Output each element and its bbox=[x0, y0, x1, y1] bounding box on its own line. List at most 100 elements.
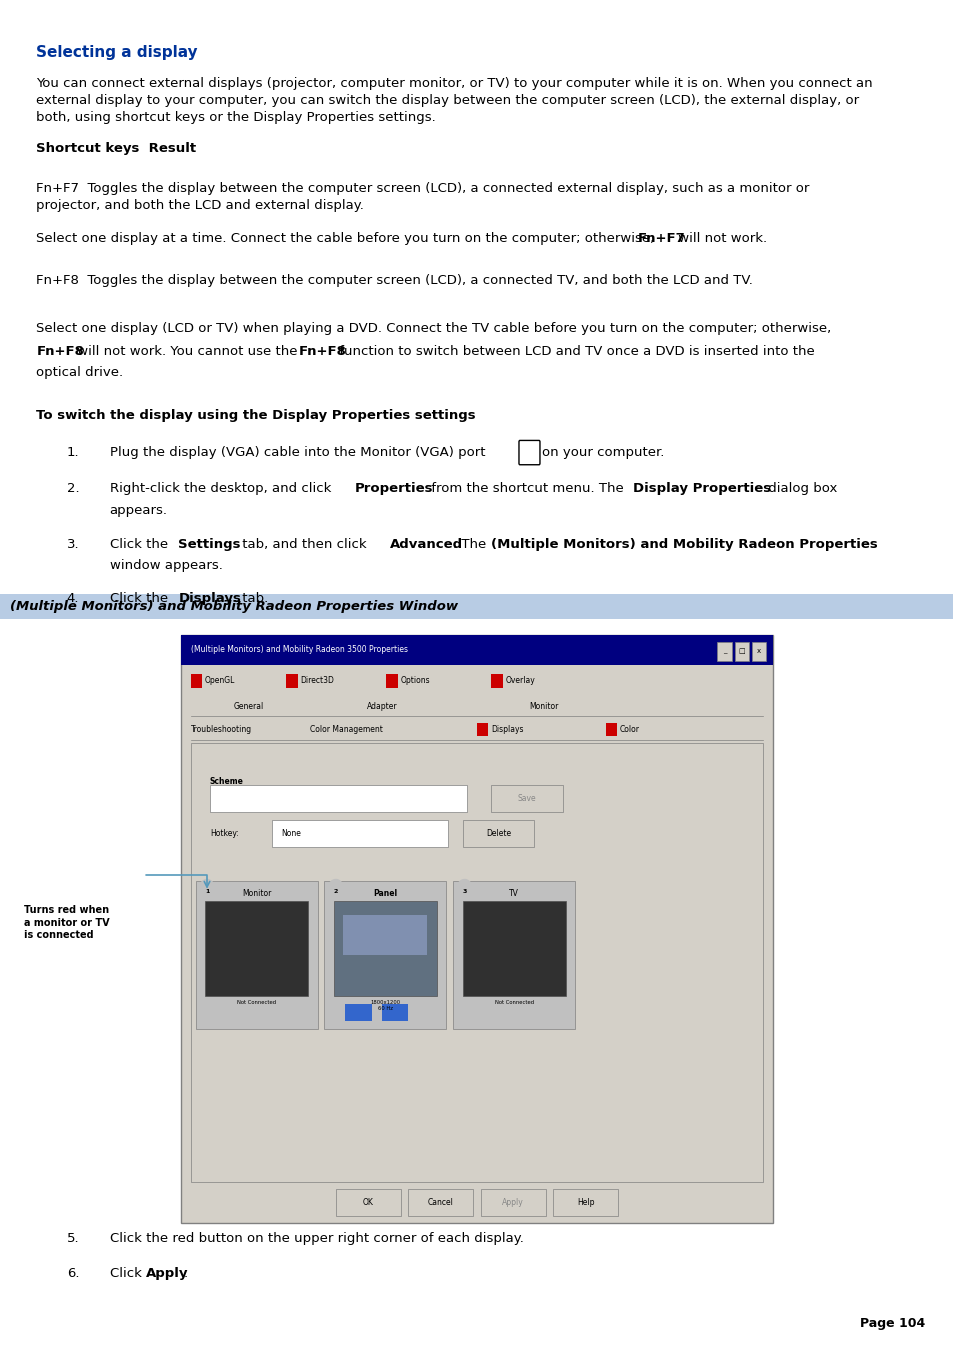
Bar bbox=[734, 642, 748, 661]
Bar bbox=[272, 820, 448, 847]
Text: Color Management: Color Management bbox=[310, 725, 382, 734]
Text: Help: Help bbox=[577, 1198, 594, 1206]
Text: Shortcut keys  Result: Shortcut keys Result bbox=[36, 142, 196, 155]
Text: Right-click the desktop, and click: Right-click the desktop, and click bbox=[110, 482, 335, 496]
Bar bbox=[751, 642, 765, 661]
Text: will not work. You cannot use the: will not work. You cannot use the bbox=[72, 345, 301, 358]
Bar bbox=[286, 674, 297, 688]
Text: Scheme: Scheme bbox=[210, 777, 244, 786]
Text: Not Connected: Not Connected bbox=[236, 1000, 276, 1005]
Text: 1: 1 bbox=[205, 889, 209, 894]
Text: x: x bbox=[756, 648, 760, 654]
Text: 5.: 5. bbox=[67, 1232, 79, 1246]
Text: Display Properties: Display Properties bbox=[632, 482, 770, 496]
Text: Delete: Delete bbox=[485, 830, 511, 838]
Bar bbox=[605, 723, 617, 736]
Text: OpenGL: OpenGL bbox=[205, 677, 235, 685]
Text: 6.: 6. bbox=[67, 1267, 79, 1281]
Text: 3.: 3. bbox=[67, 538, 79, 551]
Bar bbox=[717, 642, 731, 661]
Text: Fn+F7: Fn+F7 bbox=[637, 232, 684, 246]
Text: None: None bbox=[281, 830, 301, 838]
Text: Apply: Apply bbox=[146, 1267, 189, 1281]
Text: 3: 3 bbox=[462, 889, 466, 894]
Text: 2: 2 bbox=[334, 889, 337, 894]
Text: General: General bbox=[233, 703, 264, 711]
Text: Monitor: Monitor bbox=[242, 889, 271, 898]
Text: _: _ bbox=[722, 648, 725, 654]
Text: Hotkey:: Hotkey: bbox=[210, 830, 238, 838]
Bar bbox=[195, 881, 317, 1029]
Text: Advanced: Advanced bbox=[390, 538, 463, 551]
Text: Options: Options bbox=[400, 677, 430, 685]
Text: Fn+F7  Toggles the display between the computer screen (LCD), a connected extern: Fn+F7 Toggles the display between the co… bbox=[36, 182, 809, 212]
Text: Displays: Displays bbox=[491, 725, 523, 734]
Bar bbox=[476, 723, 488, 736]
Circle shape bbox=[327, 880, 344, 904]
Bar bbox=[553, 1189, 618, 1216]
Text: Selecting a display: Selecting a display bbox=[36, 45, 197, 59]
Text: Page 104: Page 104 bbox=[860, 1317, 924, 1331]
Bar bbox=[480, 1189, 545, 1216]
Bar bbox=[453, 881, 575, 1029]
Text: function to switch between LCD and TV once a DVD is inserted into the: function to switch between LCD and TV on… bbox=[335, 345, 814, 358]
Text: (Multiple Monitors) and Mobility Radeon Properties: (Multiple Monitors) and Mobility Radeon … bbox=[491, 538, 877, 551]
Text: You can connect external displays (projector, computer monitor, or TV) to your c: You can connect external displays (proje… bbox=[36, 77, 872, 124]
Text: Troubleshooting: Troubleshooting bbox=[191, 725, 252, 734]
Text: dialog box: dialog box bbox=[763, 482, 837, 496]
Text: tab, and then click: tab, and then click bbox=[237, 538, 370, 551]
Text: on your computer.: on your computer. bbox=[541, 446, 663, 459]
Text: 1.: 1. bbox=[67, 446, 79, 459]
Text: Overlay: Overlay bbox=[505, 677, 535, 685]
Text: 2.: 2. bbox=[67, 482, 79, 496]
Text: Turns red when
a monitor or TV
is connected: Turns red when a monitor or TV is connec… bbox=[24, 905, 110, 940]
Text: Panel: Panel bbox=[373, 889, 397, 898]
Text: Select one display (LCD or TV) when playing a DVD. Connect the TV cable before y: Select one display (LCD or TV) when play… bbox=[36, 322, 831, 335]
Text: Click: Click bbox=[110, 1267, 146, 1281]
Text: Click the: Click the bbox=[110, 538, 172, 551]
Text: .: . bbox=[184, 1267, 188, 1281]
Bar bbox=[205, 901, 308, 996]
Bar bbox=[343, 915, 427, 955]
Text: Fn+F8: Fn+F8 bbox=[36, 345, 84, 358]
FancyBboxPatch shape bbox=[518, 440, 539, 465]
Text: Click the red button on the upper right corner of each display.: Click the red button on the upper right … bbox=[110, 1232, 523, 1246]
Text: Fn+F8: Fn+F8 bbox=[298, 345, 346, 358]
Text: optical drive.: optical drive. bbox=[36, 366, 123, 380]
Text: appears.: appears. bbox=[110, 504, 168, 517]
Bar bbox=[345, 1004, 372, 1021]
Text: Plug the display (VGA) cable into the Monitor (VGA) port: Plug the display (VGA) cable into the Mo… bbox=[110, 446, 489, 459]
Text: OK: OK bbox=[362, 1198, 374, 1206]
Bar bbox=[491, 785, 562, 812]
Text: Not Connected: Not Connected bbox=[494, 1000, 534, 1005]
Bar bbox=[334, 901, 436, 996]
Bar bbox=[181, 635, 772, 1223]
Text: TV: TV bbox=[509, 889, 518, 898]
Text: To switch the display using the Display Properties settings: To switch the display using the Display … bbox=[36, 409, 476, 423]
Text: Monitor: Monitor bbox=[529, 703, 558, 711]
Text: Settings: Settings bbox=[178, 538, 241, 551]
Text: . The: . The bbox=[453, 538, 490, 551]
Text: window appears.: window appears. bbox=[110, 559, 222, 573]
Bar bbox=[0, 594, 953, 619]
Text: Color: Color bbox=[619, 725, 639, 734]
Text: Displays: Displays bbox=[178, 592, 241, 605]
Bar bbox=[191, 743, 762, 1182]
Circle shape bbox=[456, 880, 473, 904]
Text: 4.: 4. bbox=[67, 592, 79, 605]
Bar bbox=[191, 674, 202, 688]
Bar bbox=[386, 674, 397, 688]
Text: Properties: Properties bbox=[355, 482, 433, 496]
Text: (Multiple Monitors) and Mobility Radeon 3500 Properties: (Multiple Monitors) and Mobility Radeon … bbox=[191, 646, 407, 654]
Bar bbox=[408, 1189, 473, 1216]
Text: Save: Save bbox=[517, 794, 536, 802]
Text: □: □ bbox=[738, 648, 744, 654]
Bar bbox=[491, 674, 502, 688]
Text: Apply: Apply bbox=[502, 1198, 523, 1206]
Text: Adapter: Adapter bbox=[367, 703, 397, 711]
Bar bbox=[210, 785, 467, 812]
Text: Cancel: Cancel bbox=[427, 1198, 454, 1206]
Text: Direct3D: Direct3D bbox=[300, 677, 335, 685]
Bar bbox=[462, 820, 534, 847]
Bar bbox=[324, 881, 446, 1029]
